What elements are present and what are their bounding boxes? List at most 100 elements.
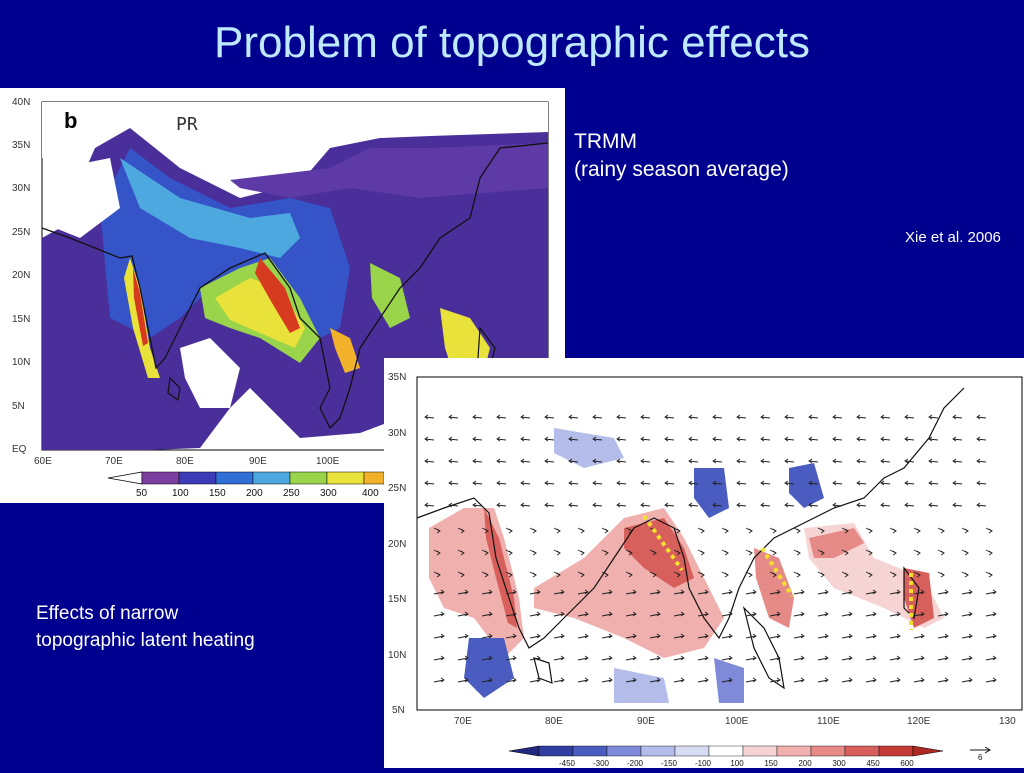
wind-arrow [424,460,435,463]
wind-arrow [640,482,651,485]
wind-arrow-head [592,502,597,508]
wind-arrow [448,504,459,507]
wind-arrow-head [968,611,973,617]
wind-arrow [904,438,915,441]
wind-arrow-head [944,677,949,683]
wind-arrow-head [728,655,733,661]
colorbar-swatch [810,745,846,757]
lat-label: 30N [388,428,406,439]
wind-arrow-head [736,502,741,508]
wind-arrow-head [520,458,525,464]
wind-arrow [784,482,795,485]
map1-lon-labels: 60E 70E 80E 90E 100E [34,456,340,467]
wind-arrow [712,438,723,441]
wind-arrow [649,613,661,617]
wind-arrow-head [728,633,733,639]
wind-arrow-head [604,572,609,578]
colorbar-swatch [742,745,778,757]
wind-arrow [601,679,613,683]
wind-arrow [625,657,637,661]
wind-arrow-head [632,589,637,595]
wind-arrow [904,482,915,485]
wind-arrow-head [944,611,949,617]
wind-arrow-head [808,436,813,442]
wind-arrow [592,460,603,463]
wind-arrow [424,438,435,441]
wind-arrow [472,438,483,441]
wind-arrow [817,657,829,661]
wind-arrow-head [880,436,885,442]
wind-arrow-head [560,677,565,683]
wind-arrow-head [728,677,733,683]
wind-arrow-head [772,550,777,556]
wind-arrow-head [496,502,501,508]
colorbar-label: 100 [730,759,744,768]
wind-arrow [625,635,637,639]
wind-arrow-head [584,677,589,683]
wind-arrow [880,416,891,419]
wind-arrow [721,657,733,661]
wind-arrow-head [688,436,693,442]
wind-arrow [688,460,699,463]
wind-arrow-head [704,611,709,617]
lat-label: 5N [392,705,405,716]
wind-arrow [640,438,651,441]
wind-arrow-head [868,550,873,556]
wind-arrow-head [988,550,993,556]
map2-lat-labels: 35N 30N 25N 20N 15N 10N 5N [388,372,406,716]
effects-line-2: topographic latent heating [36,630,255,651]
wind-arrow [745,591,757,595]
wind-arrow [448,438,459,441]
wind-arrow [769,679,781,683]
wind-arrow-head [484,572,489,578]
wind-arrow-head [592,436,597,442]
wind-arrow [457,591,469,595]
lon-label: 100E [725,716,749,727]
wind-arrow [616,438,627,441]
wind-arrow [721,679,733,683]
wind-arrow-head [536,677,541,683]
wind-arrow-head [752,611,757,617]
wind-arrow [961,657,973,661]
wind-arrow-head [916,572,921,578]
latent-heating-map: 35N 30N 25N 20N 15N 10N 5N 70E 80E 90E 1… [384,358,1024,768]
colorbar-label: 150 [209,488,226,499]
colorbar-swatch [776,745,812,757]
wind-arrow-head [784,480,789,486]
wind-arrow [808,504,819,507]
wind-arrow-head [712,458,717,464]
wind-arrow-head [592,458,597,464]
wind-arrow [961,613,973,617]
wind-arrow [913,635,925,639]
wind-arrow-head [676,528,681,534]
wind-arrow [433,591,445,595]
wind-arrow-head [632,633,637,639]
wind-arrow-head [712,414,717,420]
wind-arrow-head [464,633,469,639]
lon-label: 130 [999,716,1016,727]
wind-arrow [433,657,445,661]
wind-arrow-head [784,458,789,464]
wind-arrow-head [608,677,613,683]
wind-arrow-head [512,677,517,683]
wind-arrow [712,460,723,463]
wind-arrow [664,460,675,463]
wind-arrow [937,657,949,661]
wind-arrow [913,657,925,661]
wind-arrow [592,416,603,419]
wind-arrow [481,679,493,683]
wind-arrow-head [680,655,685,661]
wind-arrow-head [964,528,969,534]
wind-arrow-head [632,677,637,683]
wind-arrow [793,591,805,595]
wind-arrow [793,635,805,639]
wind-arrow [817,679,829,683]
wind-arrow [985,657,997,661]
wind-arrow-head [824,633,829,639]
wind-arrow [880,438,891,441]
wind-arrow-head [424,436,429,442]
wind-arrow-head [928,502,933,508]
wind-arrow-head [664,480,669,486]
wind-arrow [745,613,757,617]
wind-arrow-head [892,572,897,578]
